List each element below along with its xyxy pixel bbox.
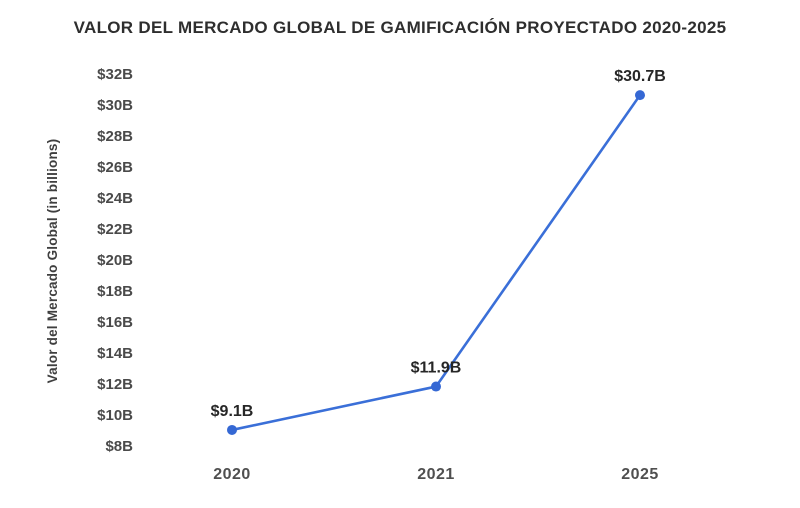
y-tick-label: $14B [97, 345, 133, 362]
data-point-label: $9.1B [211, 403, 254, 420]
y-tick-label: $30B [97, 97, 133, 114]
y-tick-label: $8B [105, 438, 133, 455]
x-tick-label: 2025 [621, 467, 659, 484]
y-tick-label: $12B [97, 376, 133, 393]
y-tick-label: $20B [97, 252, 133, 269]
line-chart-canvas: $32B $30B $28B $26B $24B $22B $20B $18B $16B $14B… [45, 66, 666, 484]
chart-body: $32B $30B $28B $26B $24B $22B $20B $18B $16B $14B… [0, 42, 800, 500]
chart-title: VALOR DEL MERCADO GLOBAL DE GAMIFICACIÓN… [73, 18, 727, 37]
y-tick-label: $22B [97, 221, 133, 238]
y-tick-label: $10B [97, 407, 133, 424]
trend-line [230, 94, 642, 432]
y-tick-label: $28B [97, 128, 133, 145]
y-tick-label: $16B [97, 314, 133, 331]
x-tick-label: 2021 [417, 467, 455, 484]
y-tick-label: $18B [97, 283, 133, 300]
x-tick-label: 2020 [213, 467, 251, 484]
data-point[interactable] [227, 425, 237, 436]
data-point-label: $11.9B [411, 360, 462, 377]
data-point-label: $30.7B [614, 69, 666, 86]
y-tick-label: $26B [97, 159, 133, 176]
data-point[interactable] [431, 381, 441, 392]
y-axis-title: Valor del Mercado Global (in billions) [45, 139, 60, 384]
y-tick-label: $32B [97, 66, 133, 83]
y-tick-label: $24B [97, 190, 133, 207]
data-point[interactable] [635, 90, 645, 101]
